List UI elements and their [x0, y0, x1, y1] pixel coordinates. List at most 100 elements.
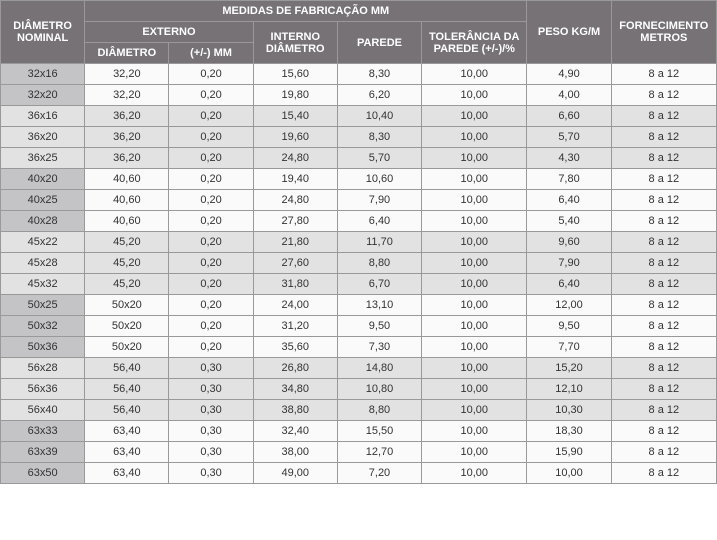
cell-f: 8 a 12 [611, 148, 716, 169]
cell-tp: 10,00 [422, 190, 527, 211]
cell-d: 32,20 [85, 64, 169, 85]
cell-p: 6,40 [337, 211, 421, 232]
cell-p: 8,80 [337, 400, 421, 421]
cell-d: 45,20 [85, 274, 169, 295]
cell-pe: 6,40 [527, 274, 611, 295]
cell-f: 8 a 12 [611, 211, 716, 232]
cell-t: 0,30 [169, 442, 253, 463]
cell-f: 8 a 12 [611, 295, 716, 316]
table-row: 50x3650x200,2035,607,3010,007,708 a 12 [1, 337, 717, 358]
cell-d: 56,40 [85, 400, 169, 421]
cell-n: 50x32 [1, 316, 85, 337]
cell-d: 56,40 [85, 379, 169, 400]
cell-i: 27,80 [253, 211, 337, 232]
cell-pe: 4,30 [527, 148, 611, 169]
table-row: 36x2536,200,2024,805,7010,004,308 a 12 [1, 148, 717, 169]
cell-d: 40,60 [85, 211, 169, 232]
table-row: 40x2540,600,2024,807,9010,006,408 a 12 [1, 190, 717, 211]
cell-f: 8 a 12 [611, 169, 716, 190]
cell-t: 0,20 [169, 169, 253, 190]
table-row: 63x3363,400,3032,4015,5010,0018,308 a 12 [1, 421, 717, 442]
cell-p: 10,60 [337, 169, 421, 190]
cell-pe: 9,60 [527, 232, 611, 253]
cell-d: 32,20 [85, 85, 169, 106]
th-medidas: MEDIDAS DE FABRICAÇÃO MM [85, 1, 527, 22]
cell-f: 8 a 12 [611, 64, 716, 85]
cell-d: 36,20 [85, 106, 169, 127]
cell-t: 0,20 [169, 253, 253, 274]
cell-pe: 7,80 [527, 169, 611, 190]
cell-i: 15,40 [253, 106, 337, 127]
th-interno: INTERNO DIÂMETRO [253, 22, 337, 64]
cell-n: 36x20 [1, 127, 85, 148]
cell-i: 27,60 [253, 253, 337, 274]
cell-t: 0,20 [169, 85, 253, 106]
cell-d: 36,20 [85, 148, 169, 169]
cell-n: 63x33 [1, 421, 85, 442]
cell-p: 6,70 [337, 274, 421, 295]
cell-t: 0,20 [169, 295, 253, 316]
cell-f: 8 a 12 [611, 106, 716, 127]
table-row: 63x5063,400,3049,007,2010,0010,008 a 12 [1, 463, 717, 484]
cell-tp: 10,00 [422, 379, 527, 400]
cell-n: 56x28 [1, 358, 85, 379]
cell-tp: 10,00 [422, 463, 527, 484]
table-row: 45x3245,200,2031,806,7010,006,408 a 12 [1, 274, 717, 295]
cell-p: 10,80 [337, 379, 421, 400]
cell-n: 45x28 [1, 253, 85, 274]
cell-p: 8,30 [337, 127, 421, 148]
cell-d: 36,20 [85, 127, 169, 148]
cell-tp: 10,00 [422, 337, 527, 358]
cell-f: 8 a 12 [611, 274, 716, 295]
cell-i: 19,40 [253, 169, 337, 190]
cell-f: 8 a 12 [611, 316, 716, 337]
cell-p: 11,70 [337, 232, 421, 253]
cell-t: 0,30 [169, 400, 253, 421]
cell-tp: 10,00 [422, 85, 527, 106]
cell-p: 12,70 [337, 442, 421, 463]
cell-tp: 10,00 [422, 211, 527, 232]
cell-i: 19,60 [253, 127, 337, 148]
cell-pe: 10,30 [527, 400, 611, 421]
cell-t: 0,30 [169, 358, 253, 379]
cell-tp: 10,00 [422, 148, 527, 169]
cell-f: 8 a 12 [611, 463, 716, 484]
cell-pe: 10,00 [527, 463, 611, 484]
cell-p: 6,20 [337, 85, 421, 106]
cell-tp: 10,00 [422, 106, 527, 127]
cell-d: 40,60 [85, 169, 169, 190]
cell-p: 7,20 [337, 463, 421, 484]
cell-tp: 10,00 [422, 421, 527, 442]
table-row: 56x4056,400,3038,808,8010,0010,308 a 12 [1, 400, 717, 421]
cell-pe: 15,20 [527, 358, 611, 379]
cell-pe: 5,70 [527, 127, 611, 148]
cell-n: 63x50 [1, 463, 85, 484]
cell-f: 8 a 12 [611, 442, 716, 463]
cell-n: 50x25 [1, 295, 85, 316]
th-tolparede: TOLERÂNCIA DA PAREDE (+/-)/% [422, 22, 527, 64]
cell-p: 13,10 [337, 295, 421, 316]
table-row: 50x3250x200,2031,209,5010,009,508 a 12 [1, 316, 717, 337]
cell-f: 8 a 12 [611, 400, 716, 421]
cell-t: 0,20 [169, 211, 253, 232]
table-row: 40x2040,600,2019,4010,6010,007,808 a 12 [1, 169, 717, 190]
cell-p: 8,30 [337, 64, 421, 85]
table-row: 36x1636,200,2015,4010,4010,006,608 a 12 [1, 106, 717, 127]
cell-t: 0,30 [169, 421, 253, 442]
cell-pe: 6,60 [527, 106, 611, 127]
cell-p: 9,50 [337, 316, 421, 337]
cell-d: 63,40 [85, 442, 169, 463]
cell-t: 0,20 [169, 64, 253, 85]
cell-t: 0,20 [169, 106, 253, 127]
cell-n: 36x16 [1, 106, 85, 127]
cell-t: 0,20 [169, 232, 253, 253]
table-row: 45x2845,200,2027,608,8010,007,908 a 12 [1, 253, 717, 274]
table-row: 50x2550x200,2024,0013,1010,0012,008 a 12 [1, 295, 717, 316]
cell-n: 50x36 [1, 337, 85, 358]
cell-tp: 10,00 [422, 64, 527, 85]
cell-tp: 10,00 [422, 253, 527, 274]
cell-n: 63x39 [1, 442, 85, 463]
cell-pe: 18,30 [527, 421, 611, 442]
cell-i: 24,00 [253, 295, 337, 316]
cell-n: 40x20 [1, 169, 85, 190]
